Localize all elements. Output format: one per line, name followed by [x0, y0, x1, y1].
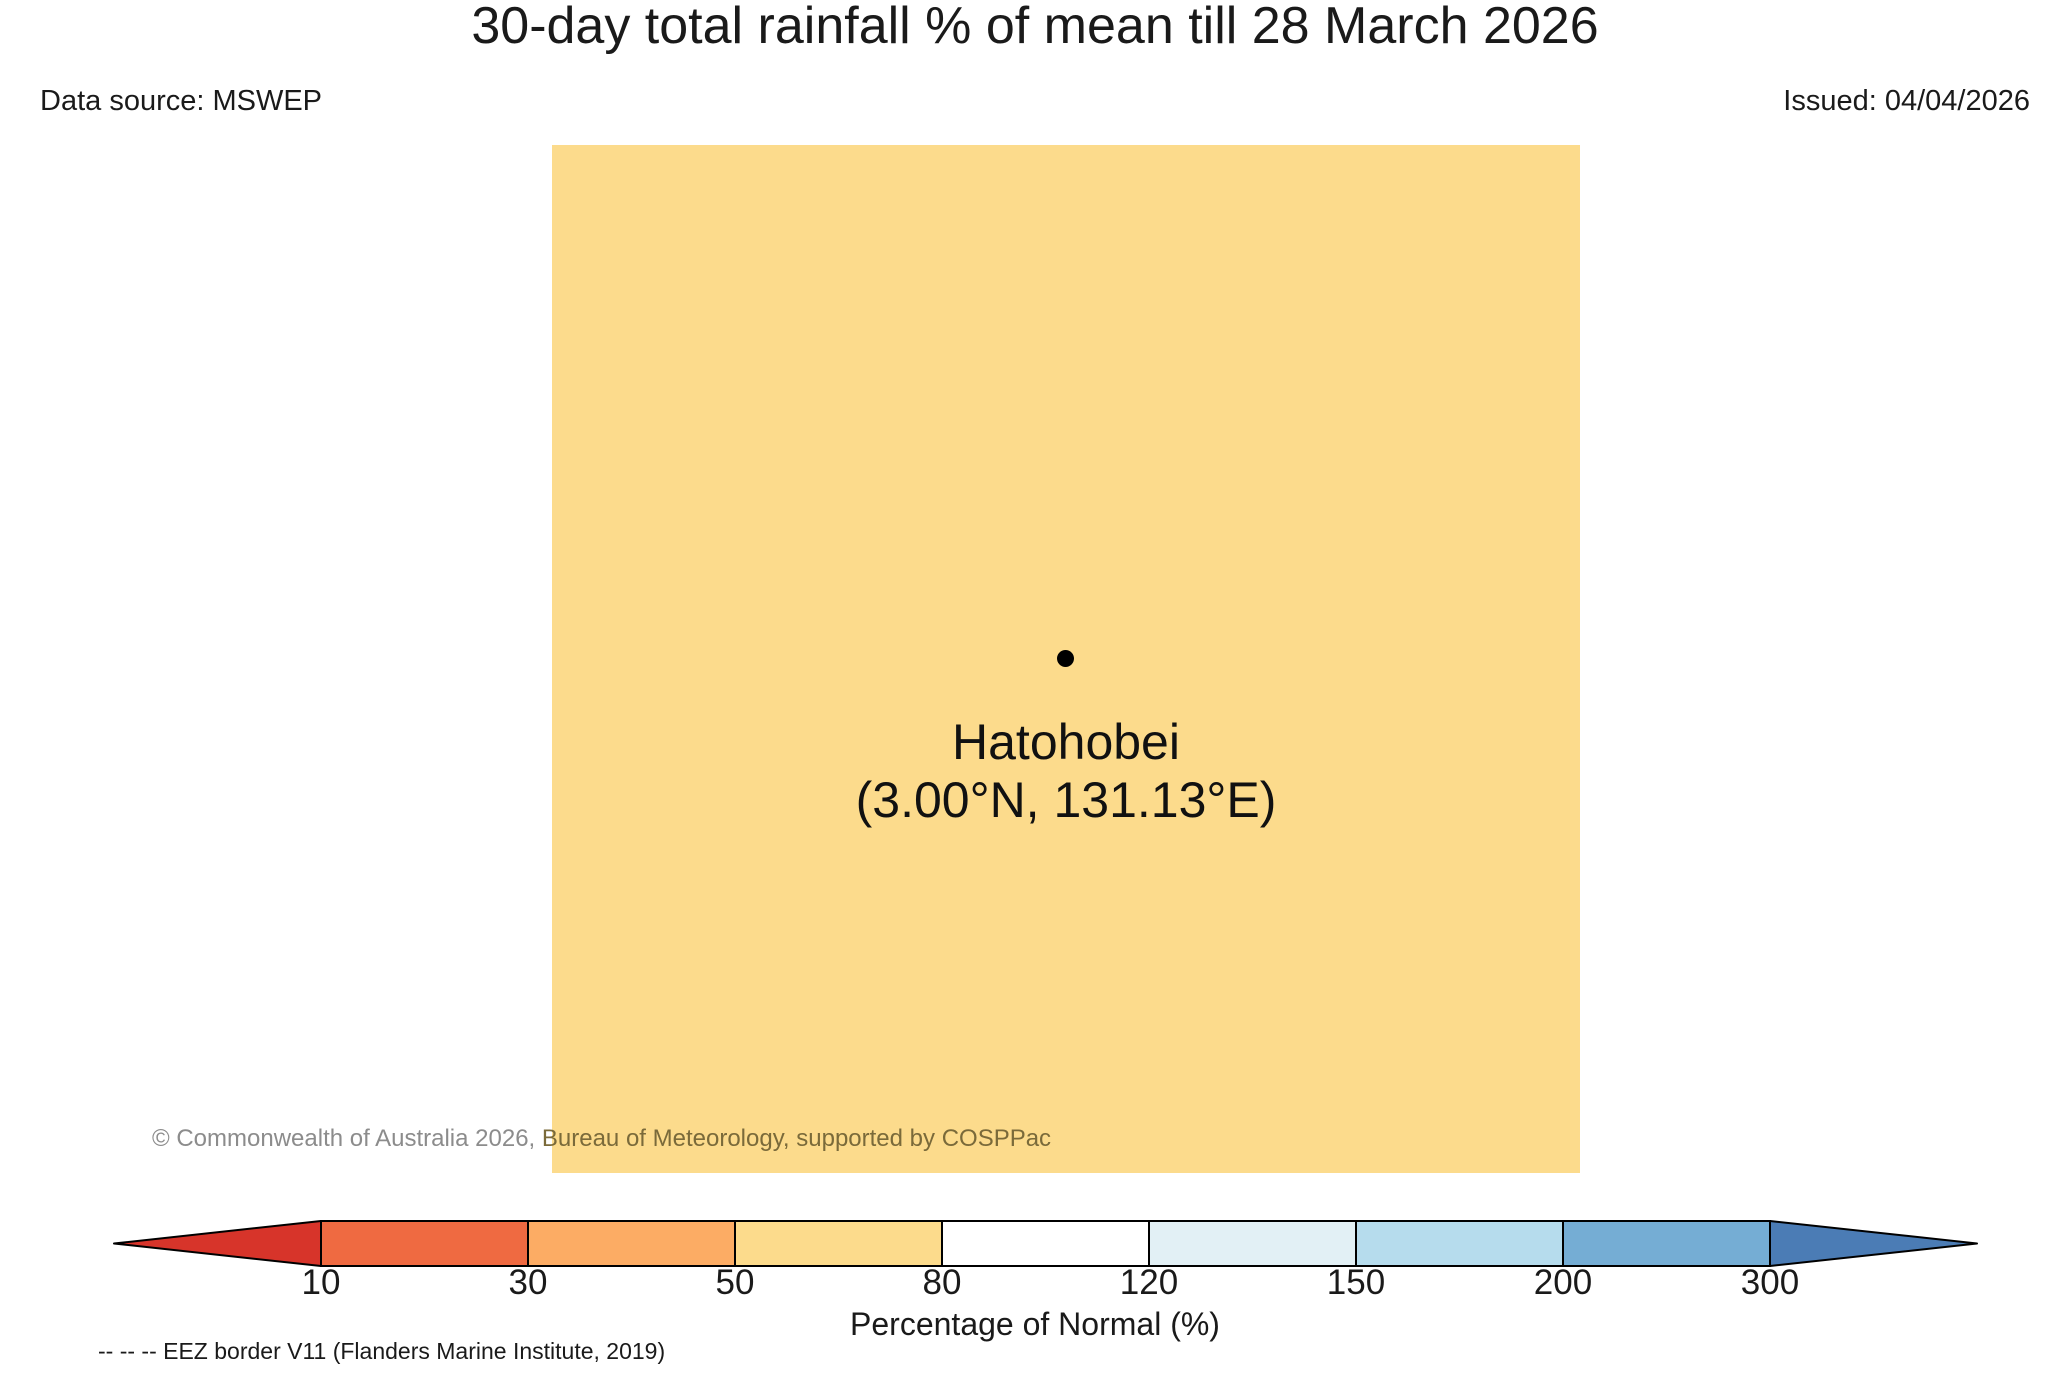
svg-text:30: 30 — [509, 1263, 548, 1302]
svg-text:300: 300 — [1741, 1263, 1799, 1302]
svg-text:10: 10 — [302, 1263, 341, 1302]
svg-text:80: 80 — [923, 1263, 962, 1302]
svg-text:200: 200 — [1534, 1263, 1592, 1302]
svg-text:50: 50 — [716, 1263, 755, 1302]
svg-text:120: 120 — [1120, 1263, 1178, 1302]
svg-text:150: 150 — [1327, 1263, 1385, 1302]
